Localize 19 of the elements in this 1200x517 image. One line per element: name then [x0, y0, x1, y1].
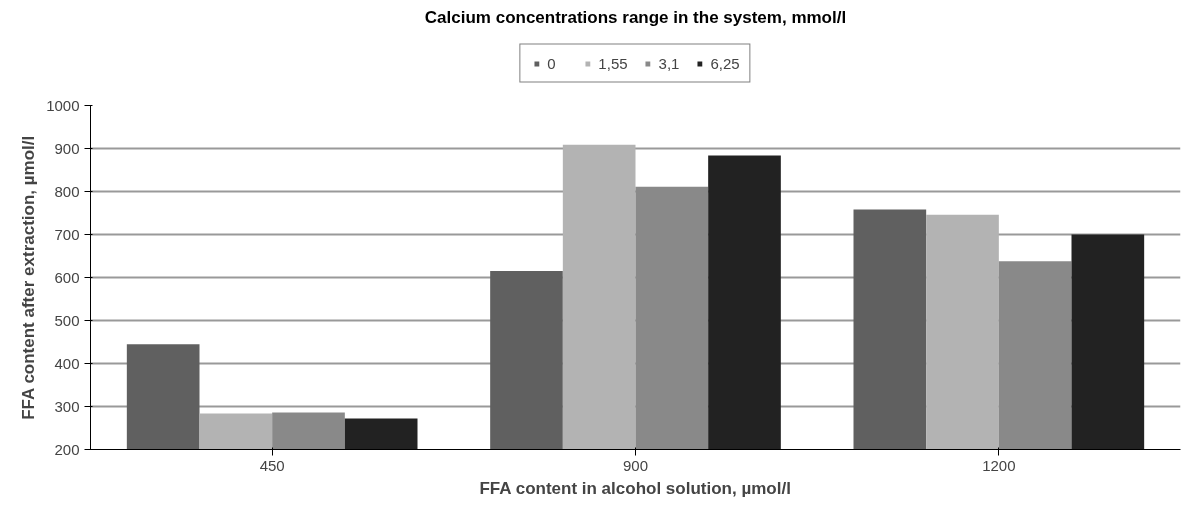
legend-label: 1,55 — [598, 54, 628, 72]
y-tick-label: 900 — [54, 139, 80, 157]
y-tick-label: 400 — [54, 354, 80, 372]
y-tick-label: 800 — [54, 182, 80, 200]
x-tick-label: 1200 — [982, 456, 1016, 474]
x-tick-label: 900 — [622, 456, 649, 474]
y-tick-label: 1000 — [46, 96, 80, 114]
legend-label: 6,25 — [710, 54, 740, 72]
x-axis-title: FFA content in alcohol solution, µmol/l — [479, 478, 791, 498]
y-tick-label: 200 — [54, 440, 80, 458]
chart-title: Calcium concentrations range in the system, mmol/l — [424, 7, 847, 27]
y-tick-label: 500 — [54, 311, 80, 329]
y-axis-title: FFA content after extraction, µmol/l — [19, 135, 39, 420]
legend-label: 3,1 — [658, 54, 680, 72]
x-tick-label: 450 — [259, 456, 285, 474]
y-tick-label: 700 — [54, 225, 80, 243]
legend-label: 0 — [547, 54, 557, 72]
y-tick-label: 300 — [54, 397, 80, 415]
y-tick-label: 600 — [54, 268, 80, 286]
